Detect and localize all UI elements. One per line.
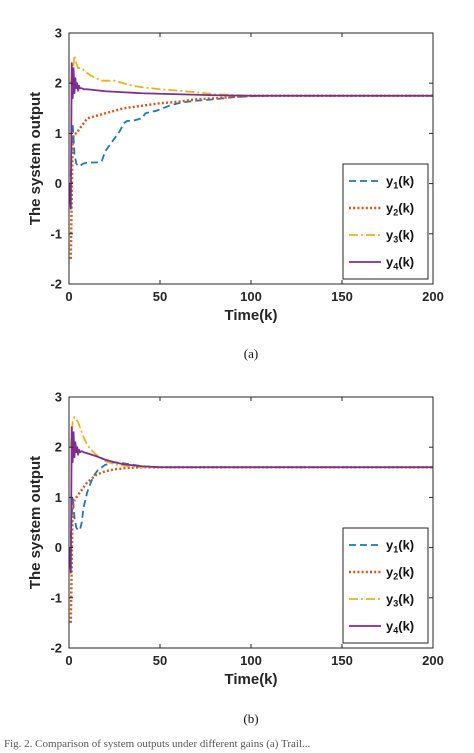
x-tick-label: 200: [422, 653, 444, 668]
y-axis-label: The system output: [27, 456, 44, 589]
legend-label-y1: y1(k): [386, 174, 414, 191]
series-line-y3: [69, 54, 433, 97]
y-tick-label: 3: [55, 390, 62, 405]
y-axis-label: The system output: [27, 92, 44, 225]
x-axis-label: Time(k): [224, 671, 277, 688]
legend-label-y4: y4(k): [386, 255, 414, 272]
panel-label: (a): [244, 346, 258, 361]
legend-box: [342, 163, 429, 280]
y-tick-label: -2: [50, 277, 62, 292]
x-axis-label: Time(k): [224, 307, 277, 324]
x-tick-label: 150: [331, 289, 353, 304]
y-tick-label: 2: [55, 76, 62, 91]
y-tick-label: 3: [55, 26, 62, 41]
x-tick-label: 0: [65, 653, 72, 668]
series-line-y1: [69, 461, 433, 538]
y-tick-label: 1: [55, 126, 62, 141]
x-tick-label: 50: [153, 289, 167, 304]
legend-label-y1: y1(k): [386, 538, 414, 555]
legend-label-y2: y2(k): [386, 565, 414, 582]
chart-panel-2: 0 50 100 150 200 -2 -1 0 1 2 3 Time(k) The system ou…: [27, 390, 444, 727]
y-tick-label: -2: [50, 641, 62, 656]
y-tick-label: 2: [55, 440, 62, 455]
x-tick-label: 200: [422, 289, 444, 304]
y-tick-label: -1: [50, 590, 62, 605]
series-line-y2: [69, 94, 433, 259]
series-line-y1: [69, 94, 433, 177]
x-tick-label: 150: [331, 653, 353, 668]
y-tick-label: -1: [50, 226, 62, 241]
x-tick-label: 50: [153, 653, 167, 668]
y-tick-label: 0: [55, 540, 62, 555]
series-line-y3: [69, 416, 433, 469]
y-tick-label: 0: [55, 176, 62, 191]
x-tick-label: 100: [240, 653, 262, 668]
legend-box: [342, 527, 429, 644]
x-tick-label: 0: [65, 289, 72, 304]
x-tick-label: 100: [240, 289, 262, 304]
legend-label-y4: y4(k): [386, 619, 414, 636]
chart-panel-1: 0 50 100 150 200 -2 -1 0 1 2 3 Time(k) The system ou…: [27, 26, 444, 362]
legend: y1(k) y2(k) y3(k) y4(k): [342, 527, 429, 644]
legend: y1(k) y2(k) y3(k) y4(k): [342, 163, 429, 280]
legend-label-y3: y3(k): [386, 228, 414, 245]
figure-caption: Fig. 2. Comparison of system outputs und…: [4, 738, 311, 750]
series-line-y4: [69, 426, 433, 574]
series-line-y4: [69, 62, 433, 210]
legend-label-y2: y2(k): [386, 201, 414, 218]
panel-label: (b): [243, 711, 258, 726]
y-tick-label: 1: [55, 490, 62, 505]
legend-label-y3: y3(k): [386, 592, 414, 609]
